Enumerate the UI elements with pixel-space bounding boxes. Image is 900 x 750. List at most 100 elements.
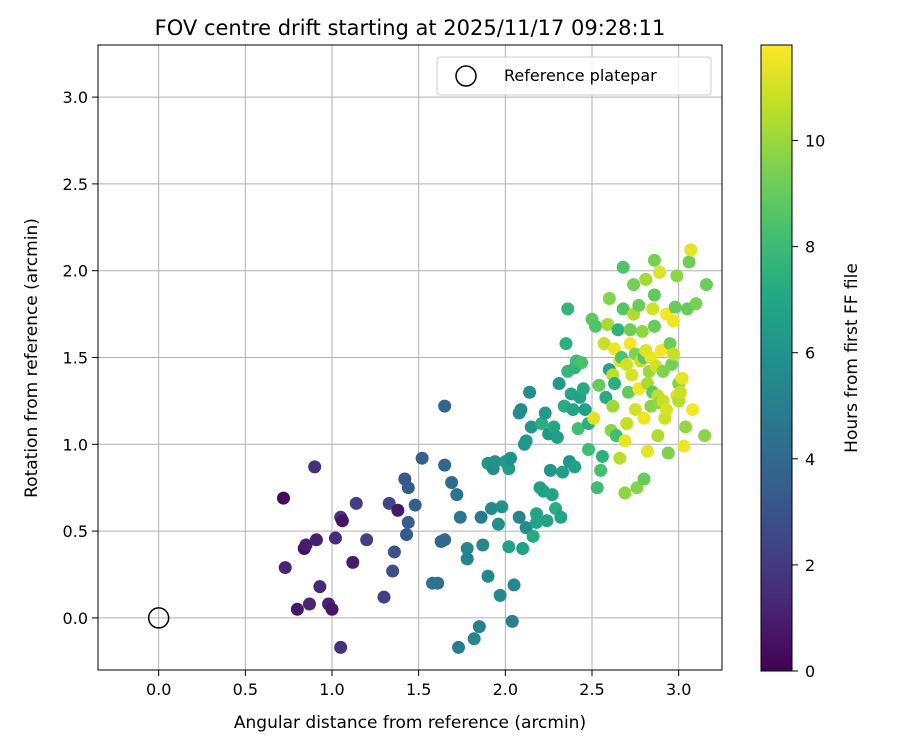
x-axis-ticks: 0.0 0.5 1.0 1.5 2.0 2.5 3.0 xyxy=(146,670,691,699)
data-point xyxy=(346,555,360,569)
data-point xyxy=(431,576,445,590)
data-point xyxy=(540,514,554,528)
data-point xyxy=(493,588,507,602)
data-point xyxy=(608,377,622,391)
data-point xyxy=(547,420,561,434)
data-point xyxy=(627,278,641,292)
y-tick-label: 0.5 xyxy=(63,522,88,541)
legend-open-circle-icon xyxy=(455,65,477,87)
data-point xyxy=(334,640,348,654)
data-point xyxy=(552,377,566,391)
data-point xyxy=(438,533,452,547)
data-point xyxy=(587,411,601,425)
data-point xyxy=(349,496,363,510)
data-point xyxy=(613,451,627,465)
data-point xyxy=(592,378,606,392)
data-point xyxy=(450,488,464,502)
legend-entry-label: Reference platepar xyxy=(504,66,657,85)
data-point xyxy=(514,403,528,417)
data-point xyxy=(606,399,620,413)
data-point xyxy=(566,403,580,417)
data-point xyxy=(602,291,616,305)
data-point xyxy=(675,371,689,385)
data-point xyxy=(538,406,552,420)
data-point xyxy=(663,337,677,351)
data-point xyxy=(328,531,342,545)
data-point xyxy=(608,342,622,356)
colorbar-tick-label: 6 xyxy=(805,344,815,363)
data-point xyxy=(526,529,540,543)
data-point xyxy=(651,429,665,443)
y-tick-label: 0.0 xyxy=(63,609,88,628)
data-point xyxy=(684,243,698,257)
data-point xyxy=(668,300,682,314)
data-point xyxy=(401,481,415,495)
legend: Reference platepar xyxy=(436,56,712,96)
data-point xyxy=(630,481,644,495)
data-point xyxy=(665,357,679,371)
data-point xyxy=(408,498,422,512)
data-point xyxy=(299,538,313,552)
data-point xyxy=(620,357,634,371)
y-axis-ticks: 0.0 0.5 1.0 1.5 2.0 2.5 3.0 xyxy=(63,88,98,628)
x-tick-label: 1.0 xyxy=(319,680,344,699)
data-point xyxy=(519,434,533,448)
data-point xyxy=(590,481,604,495)
data-point xyxy=(438,458,452,472)
data-point xyxy=(616,260,630,274)
data-point xyxy=(523,385,537,399)
x-tick-label: 2.5 xyxy=(579,680,604,699)
data-point xyxy=(632,298,646,312)
data-point xyxy=(673,385,687,399)
data-point xyxy=(599,390,613,404)
data-point xyxy=(505,614,519,628)
data-point xyxy=(582,443,596,457)
data-point xyxy=(488,455,502,469)
data-point xyxy=(686,403,700,417)
data-point xyxy=(654,344,668,358)
data-point xyxy=(460,541,474,555)
data-point xyxy=(698,429,712,443)
data-point xyxy=(481,569,495,583)
data-point xyxy=(512,510,526,524)
data-point xyxy=(594,463,608,477)
colorbar-tick-label: 8 xyxy=(805,238,815,257)
data-point xyxy=(391,503,405,517)
data-point xyxy=(635,324,649,338)
data-point xyxy=(637,472,651,486)
data-point xyxy=(571,422,585,436)
data-point xyxy=(484,502,498,516)
data-point xyxy=(576,382,590,396)
x-tick-label: 2.0 xyxy=(493,680,518,699)
data-point xyxy=(438,399,452,413)
data-point xyxy=(618,434,632,448)
data-point xyxy=(677,439,691,453)
data-point xyxy=(550,430,564,444)
data-point xyxy=(640,444,654,458)
data-point xyxy=(460,552,474,566)
data-point xyxy=(588,319,602,333)
chart-title: FOV centre drift starting at 2025/11/17 … xyxy=(155,16,666,40)
data-point xyxy=(530,515,544,529)
reference-platepar-marker xyxy=(147,607,170,629)
data-point xyxy=(400,528,414,542)
data-point xyxy=(516,541,530,555)
data-point xyxy=(545,488,559,502)
colorbar-title: Hours from first FF file xyxy=(842,263,862,453)
data-point xyxy=(666,314,680,328)
data-point xyxy=(647,253,661,267)
data-point xyxy=(689,297,703,311)
data-point xyxy=(360,533,374,547)
data-point xyxy=(543,463,557,477)
data-point xyxy=(656,364,670,378)
data-point xyxy=(660,403,674,417)
data-point xyxy=(559,337,573,351)
data-point xyxy=(453,510,467,524)
data-point xyxy=(535,416,549,430)
data-point xyxy=(661,446,675,460)
colorbar-tick-label: 4 xyxy=(805,450,815,469)
data-point xyxy=(302,597,316,611)
data-point xyxy=(290,602,304,616)
